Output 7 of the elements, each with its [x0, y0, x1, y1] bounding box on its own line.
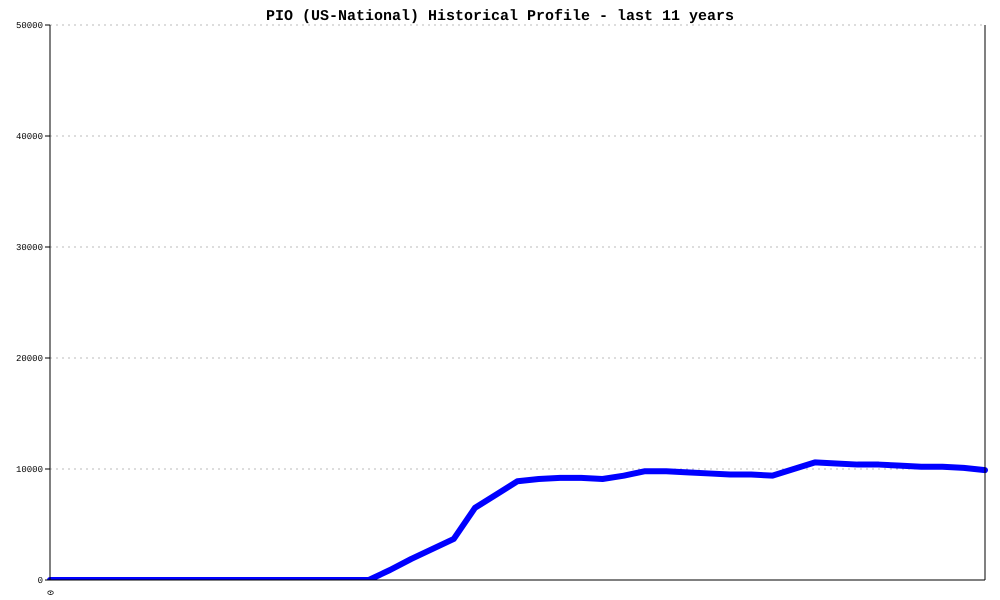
y-tick-label: 40000	[16, 132, 43, 142]
y-tick-label: 10000	[16, 465, 43, 476]
chart-title: PIO (US-National) Historical Profile - last 11 years	[266, 8, 734, 25]
y-tick-label: 20000	[16, 354, 43, 364]
y-tick-label: 50000	[16, 21, 43, 32]
y-tick-label: 30000	[16, 243, 43, 254]
y-tick-label: 0	[38, 576, 43, 586]
